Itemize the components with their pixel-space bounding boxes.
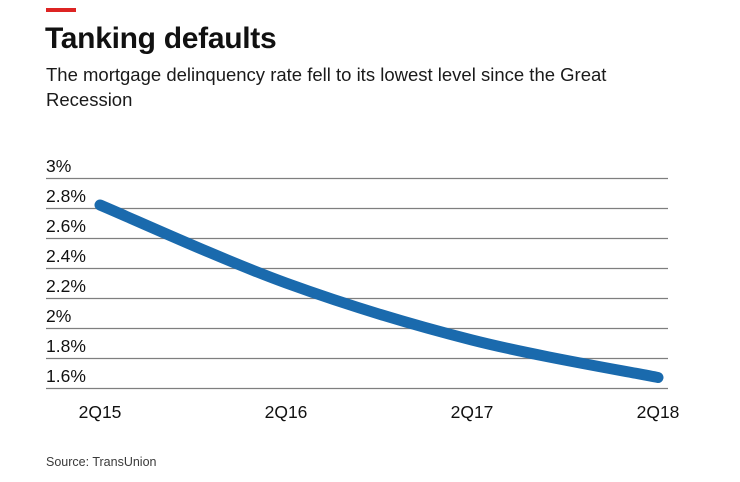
- y-axis-tick-label: 2%: [46, 306, 71, 326]
- y-axis-tick-label: 2.4%: [46, 246, 86, 266]
- brand-accent-dash: [46, 8, 76, 12]
- y-axis-tick-label: 3%: [46, 156, 71, 176]
- y-axis-tick-label: 2.2%: [46, 276, 86, 296]
- y-axis-tick-label: 1.8%: [46, 336, 86, 356]
- y-axis-tick-label: 1.6%: [46, 366, 86, 386]
- y-axis-tick-label: 2.6%: [46, 216, 86, 236]
- chart-subtitle: The mortgage delinquency rate fell to it…: [46, 64, 607, 110]
- y-axis-tick-label: 2.8%: [46, 186, 86, 206]
- x-axis-tick-label: 2Q18: [637, 402, 680, 422]
- x-axis-tick-label: 2Q16: [265, 402, 308, 422]
- source-note: Source: TransUnion: [46, 455, 157, 469]
- x-axis-tick-label: 2Q17: [451, 402, 494, 422]
- delinquency-rate-line: [94, 199, 664, 383]
- x-axis-tick-label: 2Q15: [79, 402, 122, 422]
- chart-title: Tanking defaults: [45, 22, 277, 55]
